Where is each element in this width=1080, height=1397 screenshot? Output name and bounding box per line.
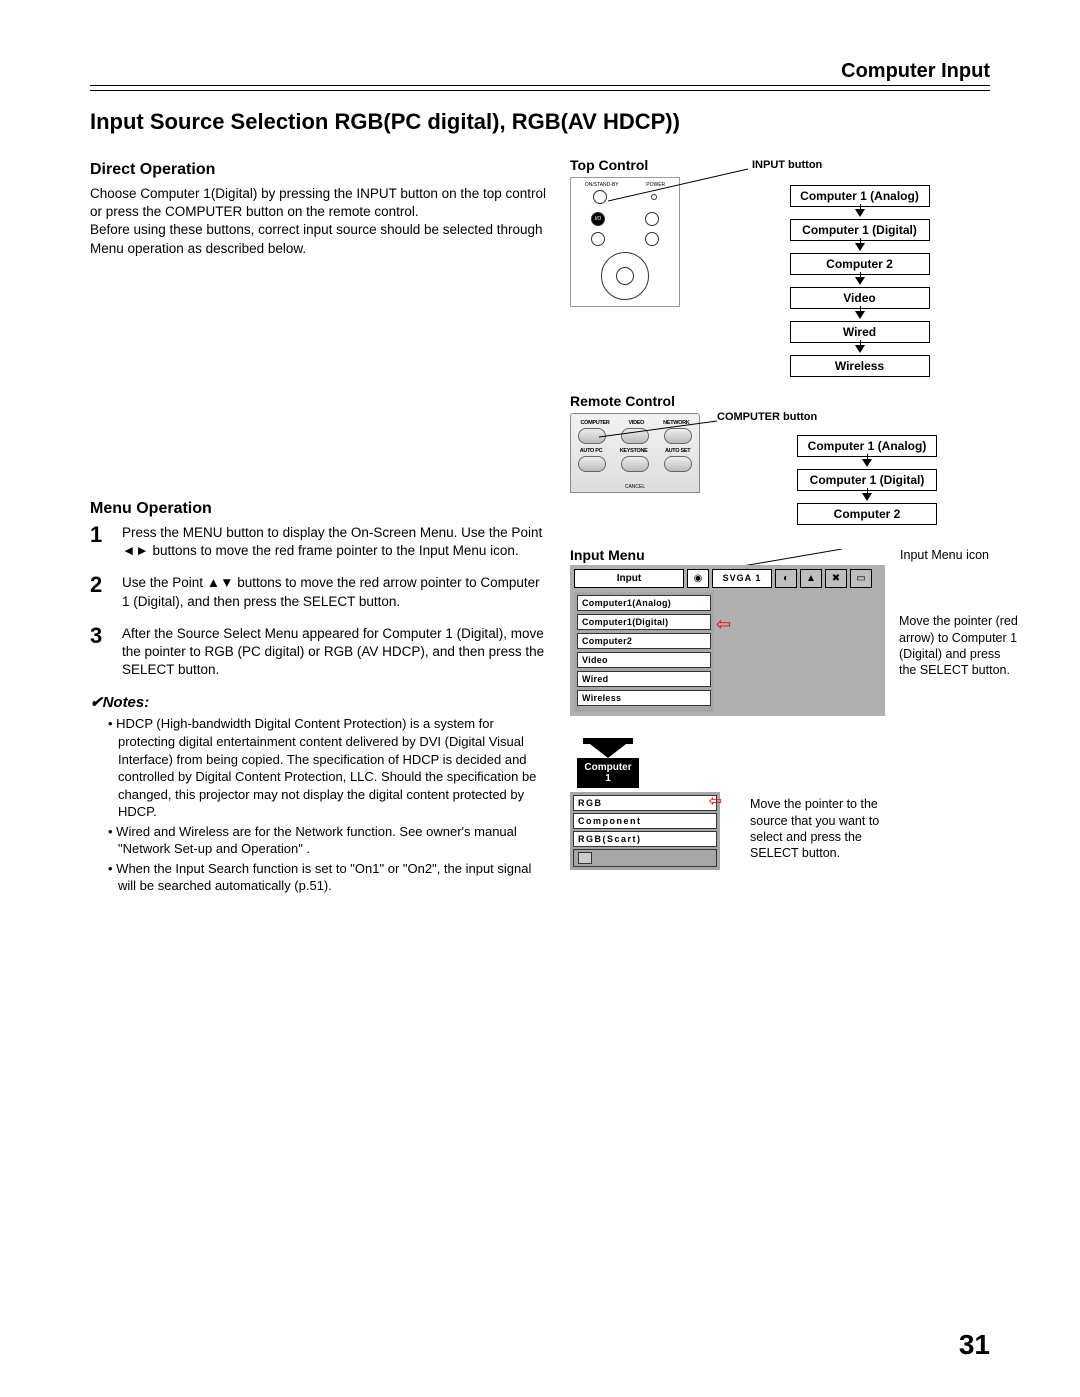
flow-box: Computer 2 bbox=[797, 503, 937, 525]
step-row: 1 Press the MENU button to display the O… bbox=[90, 524, 550, 560]
menu-icon: ✖ bbox=[825, 569, 847, 588]
header-rule-2 bbox=[90, 90, 990, 91]
menu-icon: ◐ bbox=[775, 569, 797, 588]
source-select-caption: Move the pointer to the source that you … bbox=[750, 796, 890, 861]
red-arrow-icon: ⇦ bbox=[716, 615, 731, 633]
popup-pointer-icon bbox=[590, 744, 626, 758]
leader-line bbox=[608, 167, 778, 207]
direct-heading: Direct Operation bbox=[90, 161, 550, 179]
source-item: Component bbox=[573, 813, 717, 829]
menu-icon: ◉ bbox=[687, 569, 709, 588]
step-text: Press the MENU button to display the On-… bbox=[122, 524, 550, 560]
step-number: 3 bbox=[90, 625, 108, 680]
note-item: When the Input Search function is set to… bbox=[118, 860, 550, 895]
input-button-icon: I/O bbox=[591, 212, 605, 226]
section-header: Computer Input bbox=[90, 60, 990, 83]
step-number: 2 bbox=[90, 574, 108, 610]
page-title: Input Source Selection RGB(PC digital), … bbox=[90, 109, 990, 135]
notes-heading: ✔Notes: bbox=[90, 693, 550, 711]
menu-icon: ▲ bbox=[800, 569, 822, 588]
note-item: Wired and Wireless are for the Network f… bbox=[118, 823, 550, 858]
menu-item: Computer1(Analog) bbox=[577, 595, 711, 611]
menu-item: Video bbox=[577, 652, 711, 668]
down-arrow-icon bbox=[855, 243, 865, 251]
leader-line bbox=[599, 419, 749, 441]
step-text: Use the Point ▲▼ buttons to move the red… bbox=[122, 574, 550, 610]
page-number: 31 bbox=[959, 1329, 990, 1361]
source-footer-icon bbox=[578, 852, 592, 864]
input-menu-icon-caption: Input Menu icon bbox=[900, 547, 989, 563]
down-arrow-icon bbox=[855, 345, 865, 353]
input-menu-caption: Move the pointer (red arrow) to Computer… bbox=[899, 613, 1019, 678]
menu-icon: ▭ bbox=[850, 569, 872, 588]
note-item: HDCP (High-bandwidth Digital Content Pro… bbox=[118, 715, 550, 820]
input-menu-screenshot: Input ◉ SVGA 1 ◐ ▲ ✖ ▭ Computer1(Analog)… bbox=[570, 565, 885, 716]
menu-item: Computer2 bbox=[577, 633, 711, 649]
source-select-diagram: Computer 1 RGB Component RGB(Scart) ⇦ bbox=[570, 738, 730, 870]
flow-box: Wireless bbox=[790, 355, 930, 377]
input-menu-label: Input Menu bbox=[570, 547, 645, 563]
remote-control-label: Remote Control bbox=[570, 393, 1019, 409]
menuop-heading: Menu Operation bbox=[90, 500, 550, 518]
down-arrow-icon bbox=[862, 459, 872, 467]
down-arrow-icon bbox=[855, 311, 865, 319]
source-item: RGB bbox=[573, 795, 717, 811]
menu-item: Wireless bbox=[577, 690, 711, 706]
menu-item: Computer1(Digital) bbox=[577, 614, 711, 630]
menu-item: Wired bbox=[577, 671, 711, 687]
down-arrow-icon bbox=[862, 493, 872, 501]
popup-label: Computer 1 bbox=[577, 758, 639, 788]
step-row: 3 After the Source Select Menu appeared … bbox=[90, 625, 550, 680]
direct-p1: Choose Computer 1(Digital) by pressing t… bbox=[90, 185, 550, 221]
red-arrow-icon: ⇦ bbox=[709, 794, 722, 810]
down-arrow-icon bbox=[855, 209, 865, 217]
step-text: After the Source Select Menu appeared fo… bbox=[122, 625, 550, 680]
menu-title: Input bbox=[574, 569, 684, 588]
menu-mode: SVGA 1 bbox=[712, 569, 772, 588]
step-row: 2 Use the Point ▲▼ buttons to move the r… bbox=[90, 574, 550, 610]
source-item: RGB(Scart) bbox=[573, 831, 717, 847]
step-number: 1 bbox=[90, 524, 108, 560]
direct-p2: Before using these buttons, correct inpu… bbox=[90, 221, 550, 257]
down-arrow-icon bbox=[855, 277, 865, 285]
header-rule bbox=[90, 85, 990, 86]
